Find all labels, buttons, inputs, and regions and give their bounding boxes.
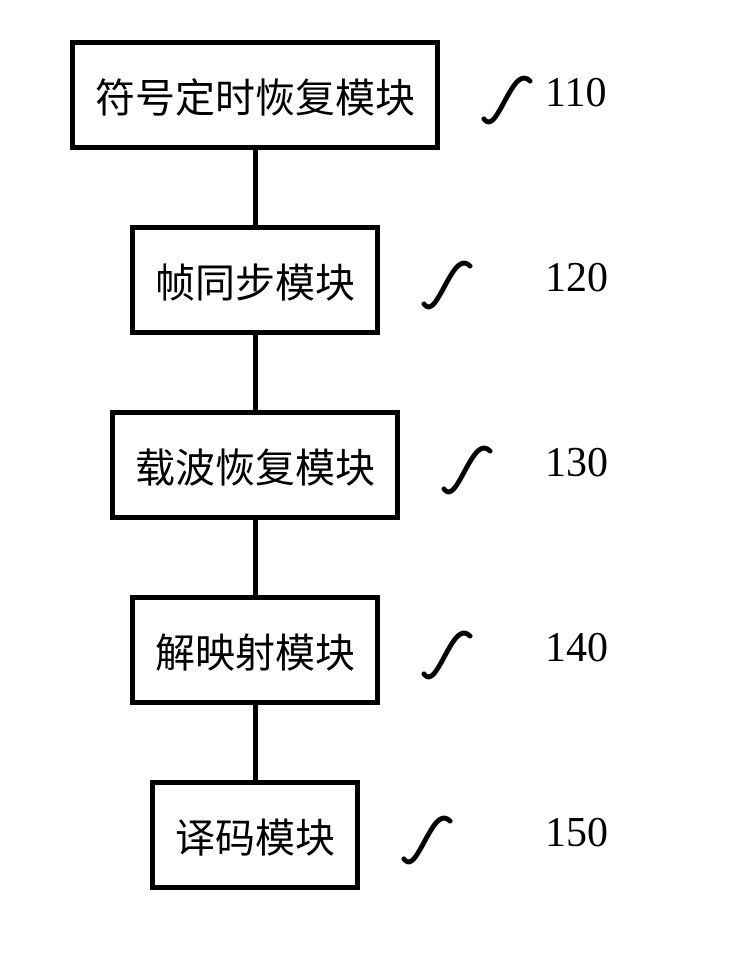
flow-node-label-n2: 帧同步模块 [155,251,355,309]
lead-line-150 [394,791,500,889]
flow-node-label-n1: 符号定时恢复模块 [95,66,415,124]
flow-node-n1: 符号定时恢复模块 [70,40,440,150]
ref-label-150: 150 [545,809,608,857]
flow-node-n2: 帧同步模块 [130,225,380,335]
connector-n2-n3 [253,335,258,410]
ref-label-120: 120 [545,254,608,302]
lead-line-110 [474,51,580,149]
flow-node-n3: 载波恢复模块 [110,410,400,520]
ref-label-140: 140 [545,624,608,672]
connector-n3-n4 [253,520,258,595]
flow-node-n4: 解映射模块 [130,595,380,705]
flow-node-n5: 译码模块 [150,780,360,890]
ref-label-130: 130 [545,439,608,487]
flowchart-diagram: 符号定时恢复模块110帧同步模块120载波恢复模块130解映射模块140译码模块… [0,0,736,969]
flow-node-label-n5: 译码模块 [175,806,335,864]
lead-line-130 [434,421,540,519]
lead-line-120 [414,236,520,334]
connector-n1-n2 [253,150,258,225]
flow-node-label-n4: 解映射模块 [155,621,355,679]
connector-n4-n5 [253,705,258,780]
flow-node-label-n3: 载波恢复模块 [135,436,375,494]
lead-line-140 [414,606,520,704]
